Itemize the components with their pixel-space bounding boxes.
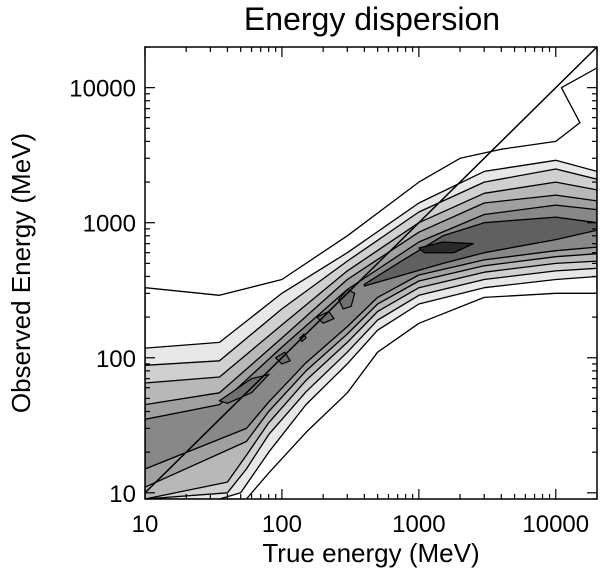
contour-level-8 xyxy=(418,241,474,254)
x-tick-label: 100 xyxy=(262,511,302,538)
y-tick-label: 1000 xyxy=(83,211,136,238)
y-tick-label: 10000 xyxy=(69,76,136,103)
x-axis-ticks: 10 100 1000 10000 xyxy=(132,47,598,538)
y-axis-label: Observed Energy (MeV) xyxy=(6,133,36,413)
ridge-island-1 xyxy=(218,373,271,404)
identity-line xyxy=(145,47,597,494)
x-tick-label: 1000 xyxy=(392,511,445,538)
ridge-island-5 xyxy=(337,288,356,310)
ridge-island-4 xyxy=(315,310,335,325)
plot-frame xyxy=(144,46,598,500)
x-axis-label: True energy (MeV) xyxy=(262,538,479,568)
y-axis-ticks: 10 100 1000 10000 xyxy=(69,46,597,508)
contour-layers xyxy=(145,67,597,499)
x-tick-label: 10000 xyxy=(522,511,589,538)
y-tick-label: 10 xyxy=(109,481,136,508)
x-tick-label: 10 xyxy=(132,511,159,538)
chart-title: Energy dispersion xyxy=(244,1,500,37)
diagonal-line xyxy=(145,47,597,494)
y-tick-label: 100 xyxy=(96,346,136,373)
contour-level-7 xyxy=(363,216,597,287)
